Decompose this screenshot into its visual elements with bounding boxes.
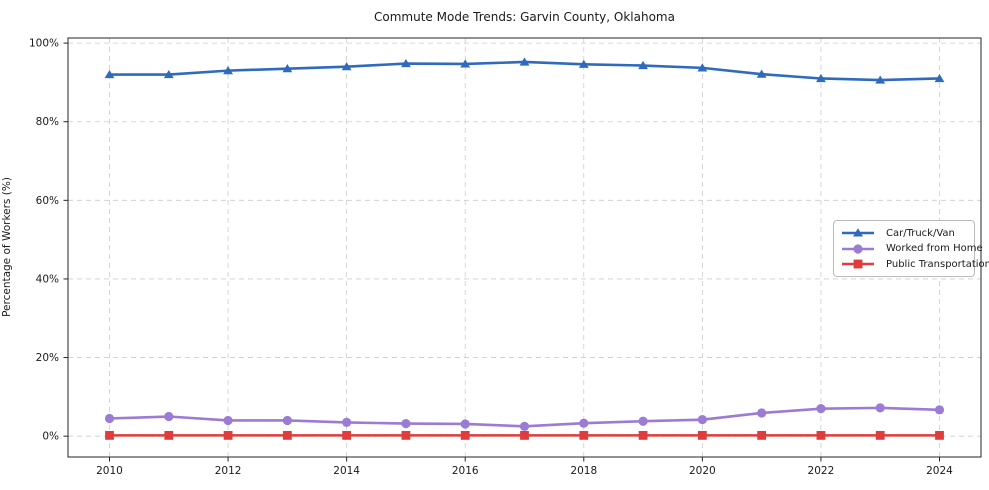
square-swatch-icon — [842, 259, 874, 269]
series-car-truck-van-marker — [578, 59, 589, 68]
series-public-transportation-marker — [105, 430, 114, 440]
series-worked-from-home-marker — [164, 411, 174, 422]
x-tick-label: 2024 — [926, 465, 953, 477]
series-car-truck-van-marker — [756, 69, 767, 78]
series-car-truck-van-marker — [934, 73, 945, 83]
series-public-transportation-marker — [520, 430, 529, 440]
series-worked-from-home-marker — [875, 403, 885, 413]
x-tick-label: 2018 — [570, 465, 597, 477]
series-worked-from-home-marker — [757, 408, 767, 418]
series-worked-from-home-marker — [342, 417, 352, 428]
series-car-truck-van-marker — [816, 73, 826, 83]
series-car-truck-van-marker — [460, 59, 471, 68]
series-car-truck-van-marker — [875, 75, 886, 84]
legend-label-public-transportation: Public Transportation — [886, 258, 989, 270]
axes-frame — [67, 37, 982, 458]
series-worked-from-home-marker — [579, 418, 589, 428]
series-car-truck-van-marker — [163, 69, 174, 79]
series-car-truck-van-marker — [341, 62, 352, 71]
x-tick-label: 2016 — [452, 465, 479, 477]
series-worked-from-home-marker — [104, 413, 115, 424]
series-worked-from-home-marker — [816, 404, 826, 414]
x-tick-label: 2014 — [333, 465, 360, 477]
series-car-truck-van-marker — [697, 63, 708, 72]
y-tick-label: 100% — [29, 38, 59, 50]
legend-entry-public-transportation: Public Transportation — [841, 257, 989, 271]
legend-entry-car-truck-van: Car/Truck/Van — [841, 226, 968, 240]
series-worked-from-home-marker — [460, 419, 470, 429]
series-public-transportation-marker — [875, 430, 885, 440]
series-public-transportation-marker — [757, 430, 767, 440]
series-public-transportation-marker — [223, 430, 233, 440]
x-tick-label: 2012 — [215, 465, 242, 477]
legend-label-car-truck-van: Car/Truck/Van — [886, 227, 955, 239]
legend-label-worked-from-home: Worked from Home — [886, 243, 983, 254]
y-tick-label: 80% — [36, 116, 59, 128]
series-worked-from-home-marker — [638, 416, 648, 426]
y-tick-label: 40% — [36, 273, 59, 285]
series-worked-from-home-marker — [697, 415, 707, 425]
series-car-truck-van-marker — [638, 60, 648, 70]
x-tick-label: 2020 — [689, 465, 716, 477]
series-worked-from-home-marker — [401, 418, 411, 429]
y-tick-label: 0% — [42, 431, 59, 443]
series-public-transportation-marker — [460, 430, 470, 440]
x-tick-label: 2010 — [96, 465, 123, 477]
series-worked-from-home-marker — [282, 415, 292, 426]
series-car-truck-van-marker — [519, 57, 530, 66]
series-car-truck-van-marker — [223, 66, 233, 75]
series-worked-from-home-marker — [223, 415, 233, 426]
legend-entry-worked-from-home: Worked from Home — [841, 242, 983, 256]
legend: Car/Truck/Van Worked from Home Public Tran… — [833, 220, 989, 277]
circle-swatch-icon — [842, 243, 874, 254]
y-tick-label: 20% — [36, 352, 59, 364]
series-public-transportation-marker — [638, 430, 648, 440]
series-public-transportation-marker — [816, 430, 826, 440]
series-worked-from-home-marker — [934, 405, 945, 415]
series-public-transportation-marker — [697, 430, 707, 440]
series-public-transportation-marker — [164, 430, 174, 440]
series-car-truck-van-marker — [282, 64, 293, 73]
x-tick-label: 2022 — [808, 465, 835, 477]
series-worked-from-home-marker — [519, 421, 530, 431]
series-public-transportation-marker — [935, 430, 944, 440]
series-public-transportation-marker — [401, 430, 411, 440]
series-car-truck-van-marker — [104, 69, 115, 79]
y-tick-label: 60% — [36, 195, 59, 207]
series-car-truck-van-marker — [401, 58, 411, 68]
series-public-transportation-marker — [282, 430, 292, 440]
triangle-up-swatch-icon — [842, 228, 874, 237]
series-public-transportation-marker — [342, 430, 352, 440]
chart-title: Commute Mode Trends: Garvin County, Okla… — [374, 10, 675, 24]
series-public-transportation-marker — [579, 430, 589, 440]
